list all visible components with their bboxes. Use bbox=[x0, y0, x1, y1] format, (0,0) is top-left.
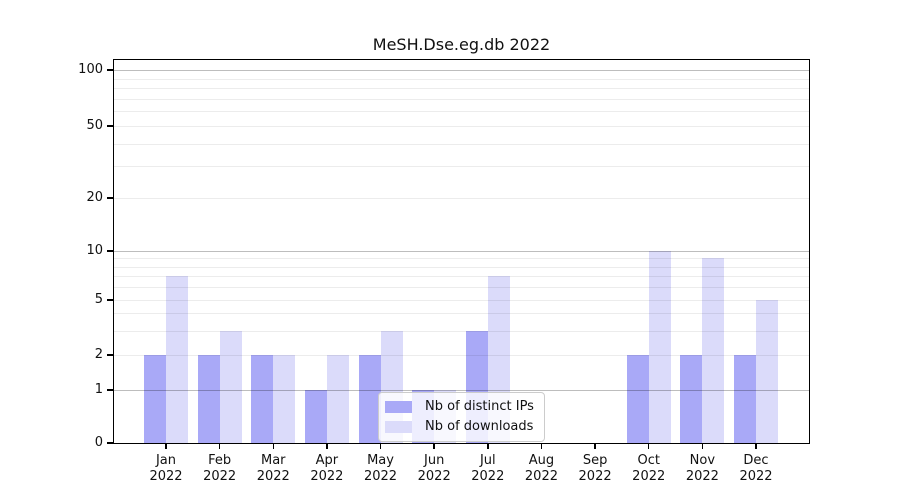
x-tick-label-mar: Mar 2022 bbox=[256, 453, 290, 484]
legend-item-downloads: Nb of downloads bbox=[385, 418, 534, 436]
bar-distinct_ips-dec bbox=[734, 355, 756, 443]
gridline-minor-7 bbox=[114, 276, 809, 278]
gridline-minor-20 bbox=[114, 198, 809, 199]
x-tick-nov bbox=[701, 444, 704, 449]
x-tick-label-apr: Apr 2022 bbox=[310, 453, 344, 484]
gridline-minor-60 bbox=[114, 111, 809, 113]
y-tick-label-10: 10 bbox=[86, 243, 103, 258]
bar-distinct_ips-jan bbox=[144, 355, 166, 443]
x-tick-label-may: May 2022 bbox=[363, 453, 398, 484]
bar-distinct_ips-feb bbox=[197, 355, 220, 443]
x-tick-oct bbox=[647, 444, 650, 449]
x-tick-feb bbox=[218, 444, 221, 449]
bar-downloads-mar bbox=[273, 355, 296, 443]
x-tick-sep bbox=[594, 444, 596, 449]
x-tick-label-nov: Nov 2022 bbox=[685, 453, 719, 484]
gridline-minor-80 bbox=[114, 88, 809, 90]
legend-swatch-downloads bbox=[385, 421, 412, 433]
y-tick-50 bbox=[107, 125, 113, 127]
legend: Nb of distinct IPs Nb of downloads bbox=[378, 392, 545, 442]
x-tick-label-sep: Sep 2022 bbox=[578, 453, 612, 484]
x-tick-label-jan: Jan 2022 bbox=[149, 453, 183, 484]
x-tick-jun bbox=[433, 444, 435, 449]
y-tick-100 bbox=[107, 69, 113, 71]
y-tick-0 bbox=[107, 442, 113, 444]
gridline-minor-6 bbox=[114, 287, 809, 289]
bar-distinct_ips-apr bbox=[304, 390, 327, 443]
gridline-minor-8 bbox=[114, 266, 809, 268]
gridline-minor-70 bbox=[114, 98, 809, 100]
x-tick-label-feb: Feb 2022 bbox=[203, 453, 237, 484]
legend-label-distinct-ips: Nb of distinct IPs bbox=[425, 399, 534, 414]
bar-distinct_ips-mar bbox=[251, 355, 274, 443]
y-tick-label-2: 2 bbox=[94, 347, 103, 362]
y-tick-label-1: 1 bbox=[94, 382, 103, 397]
y-tick-2 bbox=[107, 354, 113, 356]
y-tick-label-0: 0 bbox=[94, 435, 103, 450]
gridlines-layer bbox=[114, 60, 809, 443]
bar-distinct_ips-oct bbox=[626, 355, 649, 443]
gridline-minor-50 bbox=[114, 126, 809, 127]
legend-swatch-distinct-ips bbox=[385, 401, 412, 413]
y-tick-10 bbox=[107, 250, 113, 252]
bar-downloads-dec bbox=[756, 300, 778, 443]
bar-downloads-jan bbox=[166, 276, 188, 443]
gridline-minor-5 bbox=[114, 300, 809, 301]
y-tick-20 bbox=[107, 197, 113, 199]
x-tick-may bbox=[379, 444, 382, 449]
bar-downloads-nov bbox=[702, 258, 725, 443]
x-tick-label-jul: Jul 2022 bbox=[471, 453, 505, 484]
x-tick-label-jun: Jun 2022 bbox=[417, 453, 451, 484]
y-tick-label-20: 20 bbox=[86, 190, 103, 205]
y-tick-1 bbox=[107, 389, 113, 391]
gridline-minor-90 bbox=[114, 78, 809, 80]
x-tick-mar bbox=[272, 444, 275, 449]
x-tick-label-aug: Aug 2022 bbox=[524, 453, 558, 484]
x-tick-jan bbox=[165, 444, 167, 449]
gridline-minor-30 bbox=[114, 166, 809, 168]
x-tick-label-dec: Dec 2022 bbox=[739, 453, 773, 484]
gridline-minor-3 bbox=[114, 330, 809, 332]
x-tick-dec bbox=[755, 444, 757, 449]
gridline-minor-2 bbox=[114, 355, 809, 356]
bar-downloads-feb bbox=[219, 330, 242, 443]
gridline-minor-9 bbox=[114, 258, 809, 260]
x-tick-apr bbox=[326, 444, 328, 449]
bar-downloads-apr bbox=[326, 355, 349, 443]
legend-item-distinct-ips: Nb of distinct IPs bbox=[385, 398, 534, 416]
gridline-major-100 bbox=[114, 70, 809, 71]
gridline-major-10 bbox=[114, 251, 809, 252]
x-tick-jul bbox=[487, 444, 489, 449]
y-tick-label-5: 5 bbox=[94, 292, 103, 307]
legend-label-downloads: Nb of downloads bbox=[425, 419, 534, 434]
gridline-minor-4 bbox=[114, 313, 809, 315]
chart-title: MeSH.Dse.eg.db 2022 bbox=[372, 35, 551, 54]
y-tick-label-100: 100 bbox=[78, 62, 103, 77]
x-tick-aug bbox=[540, 444, 543, 449]
x-tick-label-oct: Oct 2022 bbox=[632, 453, 666, 484]
bar-distinct_ips-nov bbox=[680, 355, 703, 443]
gridline-major-1 bbox=[114, 390, 809, 391]
y-tick-5 bbox=[107, 299, 113, 301]
bar-distinct_ips-may bbox=[358, 355, 381, 443]
bar-downloads-oct bbox=[648, 251, 671, 443]
y-tick-label-50: 50 bbox=[86, 118, 103, 133]
gridline-minor-40 bbox=[114, 143, 809, 145]
